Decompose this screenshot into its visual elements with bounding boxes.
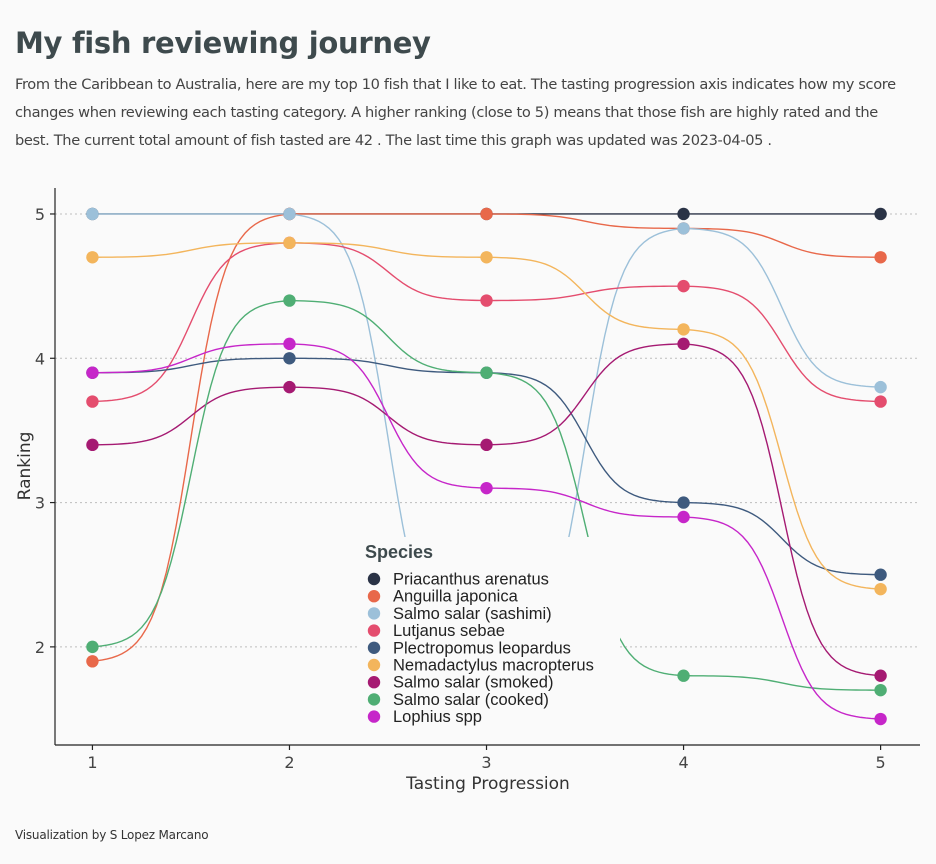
y-tick-label-2: 2 <box>35 638 45 657</box>
point-priacanthus-arenatus-5 <box>874 207 887 221</box>
legend-label-lutjanus-sebae: Lutjanus sebae <box>393 622 505 640</box>
point-lutjanus-sebae-3 <box>480 294 493 307</box>
legend-label-nemadactylus-macropterus: Nemadactylus macropterus <box>393 657 594 675</box>
point-salmo-salar-sashimi-4 <box>677 222 690 235</box>
point-salmo-salar-cooked-1 <box>86 640 99 654</box>
y-tick-label-5: 5 <box>35 205 45 224</box>
point-salmo-salar-smoked-1 <box>86 438 99 452</box>
point-salmo-salar-sashimi-2 <box>283 207 296 221</box>
point-anguilla-japonica-1 <box>86 655 99 668</box>
page-title: My fish reviewing journey <box>15 26 431 60</box>
legend-label-salmo-salar-cooked: Salmo salar (cooked) <box>393 691 549 709</box>
point-lutjanus-sebae-1 <box>86 395 99 408</box>
point-salmo-salar-smoked-5 <box>874 669 887 682</box>
point-nemadactylus-macropterus-1 <box>86 251 99 264</box>
point-salmo-salar-cooked-2 <box>283 294 296 307</box>
point-nemadactylus-macropterus-3 <box>480 251 493 264</box>
legend-swatch-priacanthus-arenatus <box>367 572 381 586</box>
point-lutjanus-sebae-5 <box>874 395 887 408</box>
point-salmo-salar-cooked-4 <box>677 669 690 682</box>
x-tick-label-1: 1 <box>87 753 97 772</box>
point-salmo-salar-smoked-3 <box>480 438 493 452</box>
y-tick-label-4: 4 <box>35 349 45 368</box>
x-tick-label-5: 5 <box>875 753 885 772</box>
legend-swatch-anguilla-japonica <box>367 590 381 603</box>
axes <box>54 188 920 746</box>
point-anguilla-japonica-3 <box>480 207 493 221</box>
legend-label-salmo-salar-sashimi: Salmo salar (sashimi) <box>393 605 552 623</box>
x-tick-label-2: 2 <box>284 753 294 772</box>
legend-background <box>358 537 620 731</box>
legend-swatch-salmo-salar-cooked <box>367 693 381 706</box>
x-axis-title: Tasting Progression <box>405 774 570 794</box>
legend-title: Species <box>365 542 433 562</box>
tick-labels: 2 3 4 5 1 2 3 4 5 <box>35 205 886 772</box>
legend-label-lophius-spp: Lophius spp <box>393 708 482 726</box>
point-plectropomus-leopardus-4 <box>677 496 690 509</box>
caption: Visualization by S Lopez Marcano <box>15 828 209 842</box>
point-lophius-spp-5 <box>874 712 887 726</box>
legend-swatch-salmo-salar-smoked <box>367 676 381 689</box>
legend-label-priacanthus-arenatus: Priacanthus arenatus <box>393 571 549 589</box>
point-salmo-salar-sashimi-5 <box>874 380 887 394</box>
legend-swatch-salmo-salar-sashimi <box>367 607 381 620</box>
x-tick-label-4: 4 <box>678 753 688 772</box>
legend-swatch-lutjanus-sebae <box>367 624 381 637</box>
point-lophius-spp-2 <box>283 337 296 351</box>
legend-swatch-lophius-spp <box>367 710 381 723</box>
point-anguilla-japonica-5 <box>874 251 887 264</box>
point-salmo-salar-smoked-2 <box>283 380 296 394</box>
page-subtitle: From the Caribbean to Australia, here ar… <box>15 76 896 149</box>
point-lophius-spp-1 <box>86 366 99 379</box>
point-plectropomus-leopardus-5 <box>874 568 887 581</box>
y-tick-label-3: 3 <box>35 494 45 513</box>
point-priacanthus-arenatus-4 <box>677 207 690 221</box>
point-nemadactylus-macropterus-2 <box>283 236 296 250</box>
point-plectropomus-leopardus-2 <box>283 352 296 365</box>
legend-swatch-nemadactylus-macropterus <box>367 658 381 672</box>
point-lophius-spp-4 <box>677 510 690 524</box>
legend-label-plectropomus-leopardus: Plectropomus leopardus <box>393 639 571 657</box>
legend-swatch-plectropomus-leopardus <box>367 641 381 654</box>
point-lutjanus-sebae-4 <box>677 279 690 293</box>
y-axis-title: Ranking <box>15 432 35 501</box>
point-nemadactylus-macropterus-4 <box>677 323 690 336</box>
point-nemadactylus-macropterus-5 <box>874 582 887 596</box>
point-salmo-salar-sashimi-1 <box>86 207 99 221</box>
point-salmo-salar-cooked-5 <box>874 683 887 697</box>
x-tick-label-3: 3 <box>481 753 491 772</box>
point-lophius-spp-3 <box>480 481 493 495</box>
legend-label-salmo-salar-smoked: Salmo salar (smoked) <box>393 674 553 692</box>
point-salmo-salar-smoked-4 <box>677 337 690 351</box>
point-salmo-salar-cooked-3 <box>480 366 493 379</box>
legend-label-anguilla-japonica: Anguilla japonica <box>393 588 519 606</box>
